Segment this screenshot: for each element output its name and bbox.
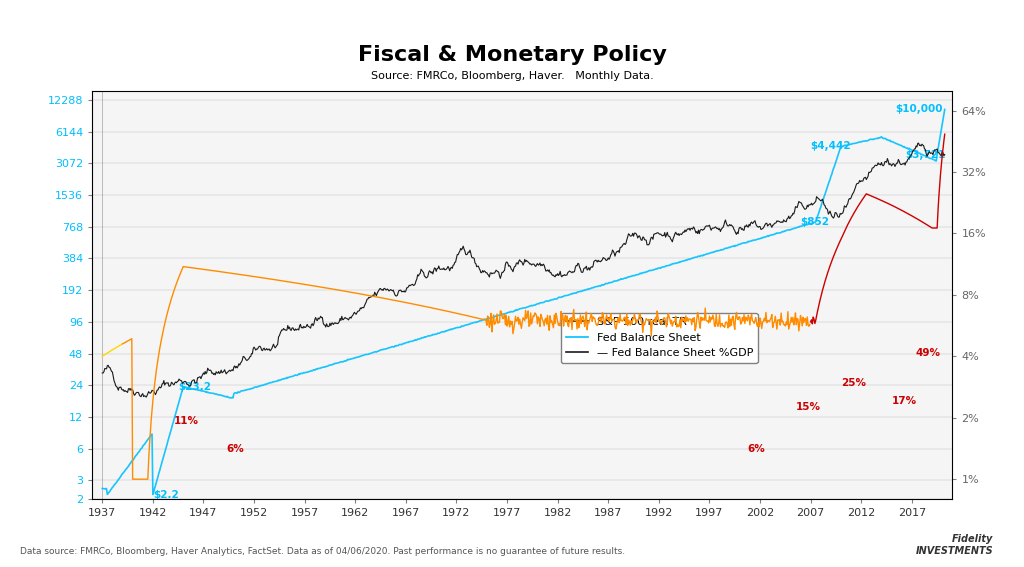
Text: 11%: 11% [173, 416, 199, 426]
Text: $2.2: $2.2 [153, 489, 178, 500]
Text: Source: FMRCo, Bloomberg, Haver.   Monthly Data.: Source: FMRCo, Bloomberg, Haver. Monthly… [371, 71, 653, 81]
Text: $3,721: $3,721 [905, 150, 945, 159]
Text: 6%: 6% [226, 444, 244, 454]
Text: 49%: 49% [915, 348, 940, 358]
Text: Fidelity
INVESTMENTS: Fidelity INVESTMENTS [915, 534, 993, 556]
Legend: S&P 500 real TR, Fed Balance Sheet, — Fed Balance Sheet %GDP: S&P 500 real TR, Fed Balance Sheet, — Fe… [561, 313, 758, 363]
Text: 25%: 25% [842, 378, 866, 388]
Text: 17%: 17% [892, 396, 916, 406]
Text: $4,442: $4,442 [811, 141, 851, 151]
Text: Data source: FMRCo, Bloomberg, Haver Analytics, FactSet. Data as of 04/06/2020. : Data source: FMRCo, Bloomberg, Haver Ana… [20, 547, 626, 556]
Text: Fiscal & Monetary Policy: Fiscal & Monetary Policy [357, 45, 667, 65]
Text: $10,000: $10,000 [896, 104, 943, 115]
Text: 6%: 6% [748, 444, 765, 454]
Text: 15%: 15% [796, 402, 821, 412]
Text: $23.2: $23.2 [178, 382, 211, 392]
Text: $852: $852 [801, 217, 829, 227]
